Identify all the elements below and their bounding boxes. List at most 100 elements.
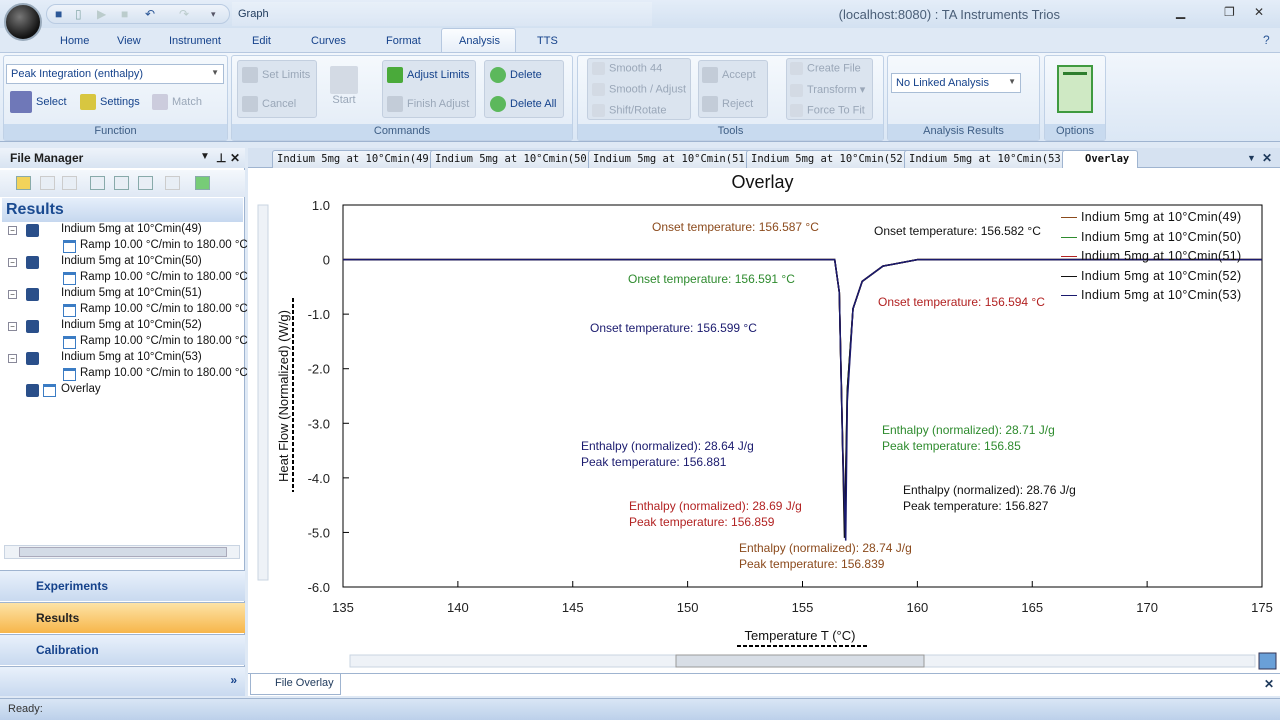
tree-item[interactable]: − Indium 5mg at 10°Cmin(50) <box>8 255 238 271</box>
smooth-adjust-button[interactable]: Smooth / Adjust <box>592 83 686 96</box>
doc-tab[interactable]: Indium 5mg at 10°Cmin(49) <box>272 150 441 168</box>
doc-tab-overlay[interactable]: Overlay <box>1062 150 1138 168</box>
doc-tab[interactable]: Indium 5mg at 10°Cmin(52) <box>746 150 915 168</box>
stop-icon[interactable]: ■ <box>121 7 129 21</box>
restore-button[interactable]: ❐ <box>1224 5 1235 19</box>
smooth44-button[interactable]: Smooth 44 <box>592 62 662 75</box>
function-combo[interactable]: Peak Integration (enthalpy) ▼ <box>6 64 224 84</box>
nav-expand[interactable]: » <box>0 666 245 696</box>
tree-child[interactable]: Ramp 10.00 °C/min to 180.00 °C <box>8 335 248 351</box>
collapse-icon[interactable]: − <box>8 290 17 299</box>
tree-child[interactable]: Ramp 10.00 °C/min to 180.00 °C <box>8 271 248 287</box>
nav-results[interactable]: Results <box>0 602 245 633</box>
tree-item[interactable]: − Indium 5mg at 10°Cmin(52) <box>8 319 238 335</box>
tab-analysis[interactable]: Analysis <box>459 35 500 47</box>
select-button[interactable]: Select <box>10 91 67 113</box>
force-to-fit-button[interactable]: Force To Fit <box>790 104 865 117</box>
tree-child[interactable]: Ramp 10.00 °C/min to 180.00 °C <box>8 367 248 383</box>
legend-item: Indium 5mg at 10°Cmin(49) <box>1061 210 1241 224</box>
group-analysis-results: Analysis Results <box>887 55 1040 141</box>
match-button[interactable]: Match <box>152 94 202 110</box>
pin-icon[interactable]: ⊥ <box>216 151 227 165</box>
import-icon[interactable] <box>165 176 180 190</box>
tab-instrument[interactable]: Instrument <box>169 35 221 47</box>
tree-hscrollbar[interactable] <box>4 545 240 559</box>
export-icon[interactable] <box>195 176 210 190</box>
accept-button[interactable]: Accept <box>702 67 756 83</box>
linked-analysis-combo[interactable]: No Linked Analysis ▼ <box>891 73 1021 93</box>
window-icon[interactable] <box>62 176 77 190</box>
finish-adjust-button[interactable]: Finish Adjust <box>387 96 469 112</box>
close-icon[interactable]: ✕ <box>230 151 241 165</box>
dropdown-icon[interactable]: ▼ <box>200 151 210 162</box>
peak-temperature-annotation: Peak temperature: 156.839 <box>739 557 885 571</box>
x-tick-label: 165 <box>1021 600 1043 615</box>
tree-item-label: Overlay <box>61 383 101 395</box>
nav-experiments[interactable]: Experiments <box>0 570 245 601</box>
start-button[interactable]: Start <box>329 66 359 106</box>
graph-add2-icon[interactable] <box>114 176 129 190</box>
open-folder-icon[interactable] <box>16 176 31 190</box>
series-line-53 <box>343 258 1262 541</box>
app-logo-button[interactable] <box>4 3 42 41</box>
tree-item[interactable]: − Indium 5mg at 10°Cmin(49) <box>8 223 238 239</box>
tab-tts[interactable]: TTS <box>537 35 558 47</box>
smooth-icon <box>592 62 605 75</box>
redo-icon[interactable]: ↷ <box>179 7 190 21</box>
delete-button[interactable]: Delete <box>490 67 542 83</box>
scroll-thumb[interactable] <box>19 547 227 557</box>
delete-all-button[interactable]: Delete All <box>490 96 556 112</box>
file-overlay-tab[interactable]: File Overlay <box>250 674 341 695</box>
tab-format[interactable]: Format <box>386 35 421 47</box>
close-button[interactable]: ✕ <box>1254 5 1265 19</box>
tree-item[interactable]: − Indium 5mg at 10°Cmin(51) <box>8 287 238 303</box>
copy-icon[interactable] <box>40 176 55 190</box>
doc-tab[interactable]: Indium 5mg at 10°Cmin(50) <box>430 150 599 168</box>
tree-item-overlay[interactable]: Overlay <box>8 383 238 399</box>
pencil-icon <box>387 67 403 83</box>
close-doc-icon[interactable]: ✕ <box>1262 151 1273 165</box>
new-doc-icon[interactable]: ▯ <box>75 7 82 21</box>
doc-tab-label: Indium 5mg at 10°Cmin(50) <box>435 153 594 165</box>
shift-rotate-button[interactable]: Shift/Rotate <box>592 104 666 117</box>
undo-icon[interactable]: ↶ <box>145 7 156 21</box>
settings-button[interactable]: Settings <box>80 94 140 110</box>
graph-remove-icon[interactable] <box>138 176 153 190</box>
close-icon[interactable]: ✕ <box>1263 677 1274 691</box>
collapse-icon[interactable]: − <box>8 354 17 363</box>
enthalpy-annotation: Enthalpy (normalized): 28.76 J/g <box>903 483 1076 497</box>
group-label: Options <box>1045 124 1105 140</box>
nav-calibration[interactable]: Calibration <box>0 634 245 665</box>
help-icon[interactable]: ? <box>1263 33 1270 47</box>
doc-tab[interactable]: Indium 5mg at 10°Cmin(53) <box>904 150 1073 168</box>
tab-edit[interactable]: Edit <box>252 35 271 47</box>
results-header: Results <box>2 198 243 222</box>
options-button[interactable] <box>1057 65 1093 113</box>
select-icon <box>10 91 32 113</box>
tab-view[interactable]: View <box>117 35 141 47</box>
transform-button[interactable]: Transform ▾ <box>790 83 865 97</box>
collapse-icon[interactable]: − <box>8 322 17 331</box>
minimize-button[interactable]: ▁ <box>1176 5 1186 19</box>
tree-item[interactable]: − Indium 5mg at 10°Cmin(53) <box>8 351 238 367</box>
smooth44-label: Smooth 44 <box>609 62 663 75</box>
set-limits-button[interactable]: Set Limits <box>242 67 310 83</box>
tree-child-label: Ramp 10.00 °C/min to 180.00 °C <box>80 239 248 251</box>
customize-icon[interactable]: ▾ <box>211 9 216 19</box>
adjust-limits-button[interactable]: Adjust Limits <box>387 67 469 83</box>
tab-list-icon[interactable]: ▼ <box>1247 153 1256 163</box>
overlay-chart[interactable]: Overlay 135 140 145 150 155 160 165 170 175 1.0 0 -1… <box>248 168 1280 673</box>
tab-curves[interactable]: Curves <box>311 35 346 47</box>
cancel-button[interactable]: Cancel <box>242 96 296 112</box>
tab-home[interactable]: Home <box>60 35 90 47</box>
tree-child[interactable]: Ramp 10.00 °C/min to 180.00 °C <box>8 303 248 319</box>
doc-tab[interactable]: Indium 5mg at 10°Cmin(51) <box>588 150 757 168</box>
create-file-button[interactable]: Create File <box>790 62 861 75</box>
collapse-icon[interactable]: − <box>8 226 17 235</box>
play-icon[interactable]: ▶ <box>97 7 107 21</box>
collapse-icon[interactable]: − <box>8 258 17 267</box>
tree-child[interactable]: Ramp 10.00 °C/min to 180.00 °C <box>8 239 248 255</box>
save-icon[interactable]: ■ <box>55 7 63 21</box>
graph-add-icon[interactable] <box>90 176 105 190</box>
reject-button[interactable]: Reject <box>702 96 753 112</box>
